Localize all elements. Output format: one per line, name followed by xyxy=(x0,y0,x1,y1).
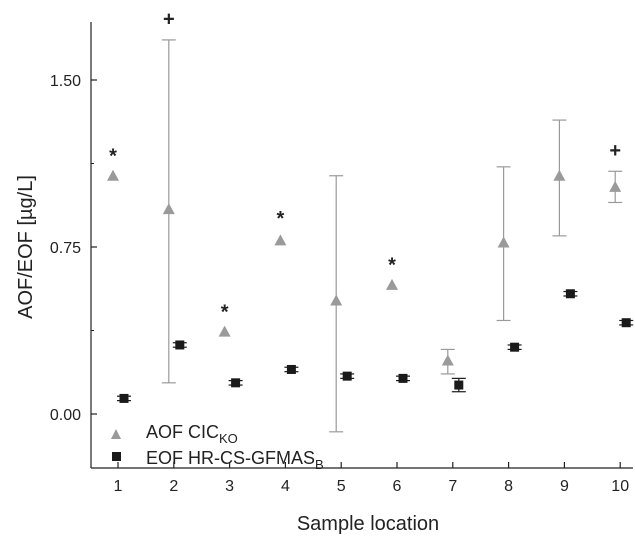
legend-triangle-marker xyxy=(111,429,121,439)
x-tick-label: 5 xyxy=(337,478,346,495)
eof-point xyxy=(175,340,185,350)
x-tick-label: 7 xyxy=(448,478,457,495)
eof-point xyxy=(398,373,408,383)
eof-point xyxy=(565,289,575,299)
aof-point xyxy=(107,169,119,181)
aof-point xyxy=(162,203,175,215)
eof-point xyxy=(510,342,520,352)
x-tick-label: 10 xyxy=(611,478,629,495)
legend: AOF CICKO EOF HR-CS-GFMASB xyxy=(111,422,324,472)
eof-point xyxy=(231,378,241,388)
eof-point xyxy=(286,364,296,374)
significance-plus: + xyxy=(163,9,175,31)
aof-point xyxy=(218,325,231,337)
x-tick-label: 4 xyxy=(281,478,290,495)
aof-point xyxy=(497,236,510,248)
x-axis-title: Sample location xyxy=(297,513,439,535)
aof-point xyxy=(274,234,287,246)
y-tick-label: 0.00 xyxy=(50,407,81,424)
eof-point xyxy=(119,393,129,403)
aof-point xyxy=(609,180,622,192)
y-axis-title: AOF/EOF [µg/L] xyxy=(15,175,37,319)
legend-label-eof: EOF HR-CS-GFMASB xyxy=(146,448,324,472)
eof-point xyxy=(621,318,631,328)
y-tick-label: 1.50 xyxy=(50,73,81,90)
eof-point xyxy=(454,380,464,390)
significance-asterisk: * xyxy=(388,255,396,277)
x-tick-label: 2 xyxy=(169,478,178,495)
x-tick-label: 6 xyxy=(393,478,402,495)
significance-asterisk: * xyxy=(109,145,117,167)
y-tick-label: 0.75 xyxy=(50,240,81,257)
legend-label-aof: AOF CICKO xyxy=(146,422,238,446)
significance-asterisk: * xyxy=(221,301,229,323)
x-tick-label: 9 xyxy=(560,478,569,495)
legend-square-marker xyxy=(112,452,121,461)
aof-point xyxy=(441,354,454,366)
eof-point xyxy=(342,371,352,381)
significance-asterisk: * xyxy=(277,208,285,230)
aof-point xyxy=(330,294,343,306)
x-tick-label: 3 xyxy=(225,478,234,495)
x-tick-label: 8 xyxy=(504,478,513,495)
plot-area: 0.00 0.75 1.50 1 2 3 4 5 6 7 8 9 10 * + * * * + xyxy=(50,9,634,495)
aof-point xyxy=(386,278,398,290)
x-tick-label: 1 xyxy=(114,478,123,495)
aof-point xyxy=(553,169,566,181)
significance-plus: + xyxy=(609,140,621,162)
